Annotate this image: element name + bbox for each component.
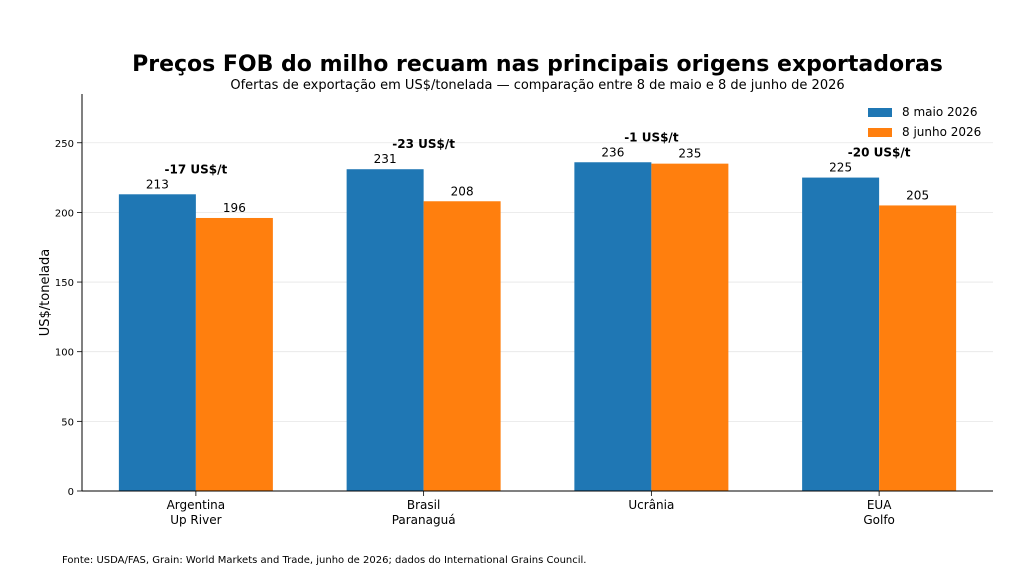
x-tick-label: Up River (170, 513, 221, 527)
bar-value-label: 235 (678, 147, 701, 161)
chart-subtitle: Ofertas de exportação em US$/tonelada — … (230, 78, 845, 93)
bar-value-label: 208 (451, 184, 474, 198)
y-tick-label: 0 (68, 487, 74, 498)
x-tick-label: EUA (867, 498, 892, 512)
bar-value-label: 196 (223, 201, 246, 215)
y-axis-label: US$/tonelada (38, 249, 53, 337)
legend-swatch-may (868, 107, 892, 117)
x-tick-label: Ucrânia (628, 498, 674, 512)
x-tick-label: Golfo (863, 513, 895, 527)
change-annotation: -23 US$/t (392, 137, 455, 151)
legend-swatch-june (868, 127, 892, 137)
legend-label-may: 8 maio 2026 (902, 105, 978, 119)
bar-june (879, 205, 957, 491)
legend-item-may: 8 maio 2026 (868, 102, 981, 122)
x-tick-label: Paranaguá (392, 513, 456, 527)
x-tick-label: Brasil (407, 498, 440, 512)
bar-value-label: 236 (601, 145, 624, 159)
change-annotation: -20 US$/t (848, 146, 911, 160)
y-tick-label: 50 (61, 417, 74, 428)
bar-may (802, 177, 880, 491)
y-tick-label: 200 (55, 208, 74, 219)
bar-value-label: 213 (146, 177, 169, 191)
y-tick-label: 100 (55, 348, 74, 359)
source-note: Fonte: USDA/FAS, Grain: World Markets an… (62, 555, 587, 566)
bar-value-label: 225 (829, 161, 852, 175)
legend: 8 maio 2026 8 junho 2026 (868, 102, 981, 142)
y-tick-label: 250 (55, 139, 74, 150)
legend-label-june: 8 junho 2026 (902, 125, 982, 139)
x-tick-label: Argentina (167, 498, 226, 512)
change-annotation: -17 US$/t (165, 162, 228, 176)
change-annotation: -1 US$/t (624, 130, 679, 144)
bar-june (423, 201, 501, 491)
bar-may (574, 162, 652, 491)
bar-value-label: 231 (374, 152, 397, 166)
y-tick-label: 150 (55, 278, 74, 289)
bar-june (651, 163, 729, 492)
legend-item-june: 8 junho 2026 (868, 122, 981, 142)
bar-may (118, 194, 196, 491)
chart-title: Preços FOB do milho recuam nas principai… (132, 52, 943, 77)
bar-value-label: 205 (906, 188, 929, 202)
bar-may (346, 169, 424, 491)
bar-june (195, 217, 273, 491)
